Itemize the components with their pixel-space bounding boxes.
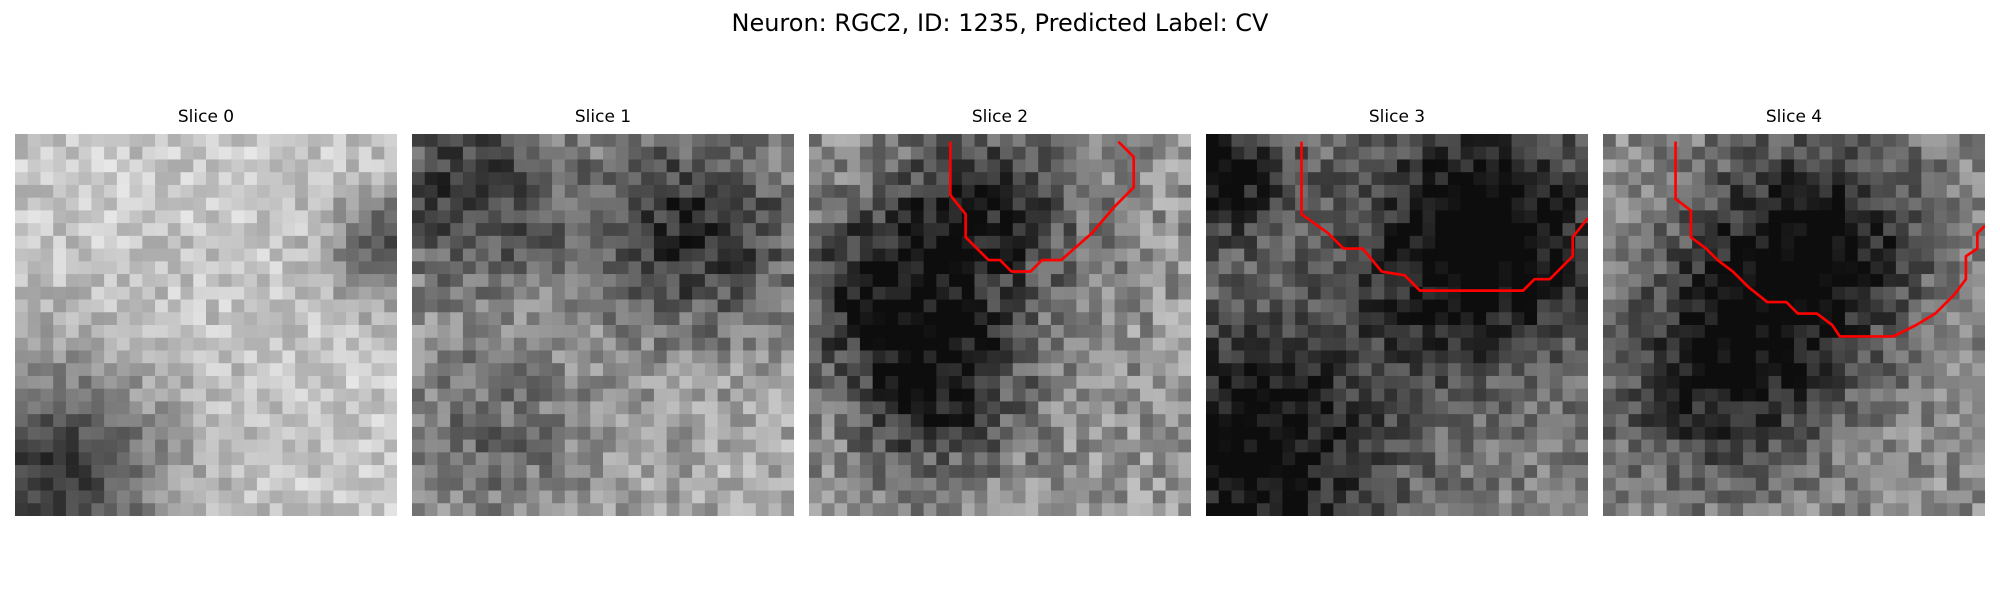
slice-image	[1206, 134, 1588, 516]
red-contour-line	[949, 140, 1136, 273]
slice-image	[809, 134, 1191, 516]
panel-title: Slice 4	[1765, 107, 1823, 127]
panel-slice-1: Slice 1	[412, 106, 794, 516]
figure-title: Neuron: RGC2, ID: 1235, Predicted Label:…	[731, 9, 1269, 37]
slice-image	[412, 134, 794, 516]
panel-slice-3: Slice 3	[1206, 106, 1588, 516]
panel-slice-0: Slice 0	[15, 106, 397, 516]
panel-title: Slice 0	[177, 107, 235, 127]
red-contour-line	[1300, 141, 1588, 292]
panel-title: Slice 3	[1368, 107, 1426, 127]
panel-slice-4: Slice 4	[1603, 106, 1985, 516]
panel-title: Slice 2	[971, 107, 1029, 127]
red-contour-line	[1674, 141, 1985, 338]
panel-slice-2: Slice 2	[809, 106, 1191, 516]
panel-title: Slice 1	[574, 107, 632, 127]
slice-image	[15, 134, 397, 516]
slice-image	[1603, 134, 1985, 516]
